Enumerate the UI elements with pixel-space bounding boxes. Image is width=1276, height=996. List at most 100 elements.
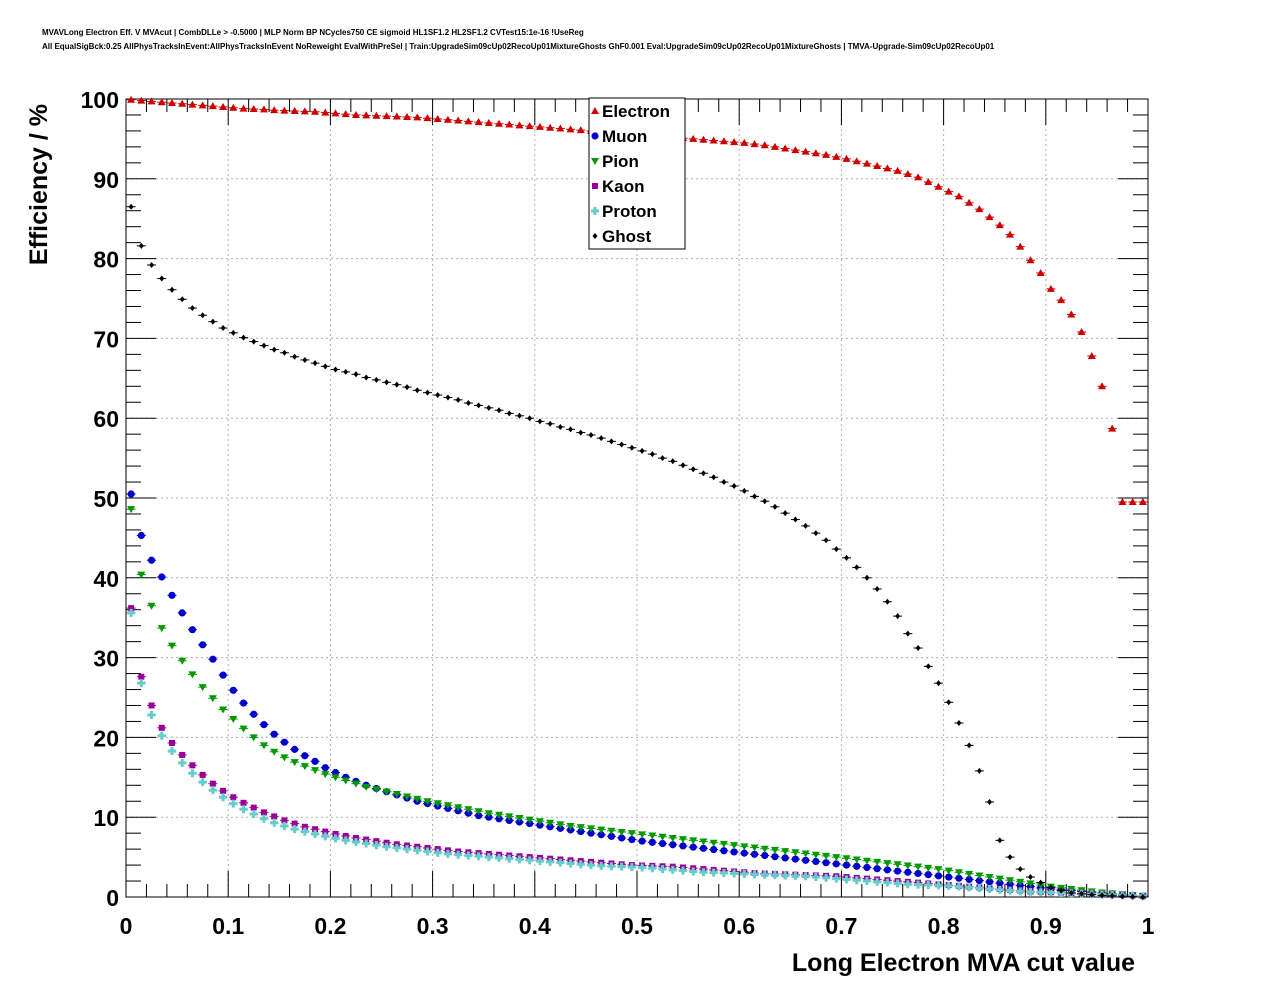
y-axis-title: Efficiency / % [25, 104, 53, 265]
x-tick-label: 0.6 [723, 913, 755, 939]
data-point [648, 864, 657, 873]
data-point [259, 814, 268, 823]
data-point [188, 626, 197, 634]
data-point [1026, 880, 1035, 888]
data-point [689, 843, 697, 851]
data-point [709, 868, 718, 877]
data-point [271, 346, 277, 353]
data-point [495, 811, 504, 819]
data-point [423, 847, 432, 856]
data-point [547, 420, 553, 427]
data-point [792, 516, 798, 523]
data-point [445, 394, 451, 401]
data-point [484, 853, 493, 862]
data-point [372, 841, 381, 850]
data-point [280, 106, 289, 114]
data-point [1046, 284, 1055, 292]
data-point [721, 479, 727, 486]
data-point [433, 800, 442, 808]
data-point [639, 447, 645, 454]
data-point [546, 857, 555, 866]
data-point [1058, 887, 1064, 894]
legend: Electron Muon Pion Kaon Proton Ghost [588, 97, 686, 250]
data-point [157, 98, 166, 106]
legend-label-proton: Proton [602, 202, 657, 221]
data-point [362, 111, 371, 119]
data-point [219, 102, 228, 110]
data-point [484, 118, 493, 126]
data-point [965, 875, 973, 884]
tick-labels: 0 0.1 0.2 0.3 0.4 0.5 0.6 0.7 0.8 0.9 101020304050… [81, 87, 1155, 939]
data-point [147, 711, 156, 720]
data-point [229, 716, 238, 724]
data-point [944, 881, 953, 890]
data-point [914, 863, 923, 871]
data-point [249, 104, 258, 112]
data-point [822, 859, 830, 867]
data-point [280, 821, 289, 830]
data-point [925, 663, 931, 670]
data-point [801, 872, 810, 881]
data-point [781, 854, 789, 862]
data-point [270, 730, 278, 738]
data-point [668, 865, 677, 874]
data-point [946, 699, 952, 706]
data-point [578, 429, 584, 436]
y-tick-label: 20 [93, 725, 119, 751]
data-point [333, 366, 339, 373]
data-point [781, 144, 790, 152]
data-point [680, 462, 686, 469]
legend-label-muon: Muon [602, 127, 647, 146]
legend-label-pion: Pion [602, 152, 639, 171]
data-point [516, 412, 522, 419]
data-point [863, 863, 871, 872]
data-point [844, 554, 850, 561]
data-point [770, 871, 779, 880]
data-point [689, 134, 698, 142]
data-point [720, 847, 728, 855]
data-point [311, 107, 320, 115]
data-point [239, 805, 248, 814]
data-point [627, 830, 636, 838]
data-point [159, 275, 165, 282]
data-point [271, 813, 278, 820]
data-point [1089, 891, 1095, 898]
data-point [1016, 242, 1025, 250]
data-point [1036, 268, 1045, 276]
data-point [618, 834, 626, 842]
data-point [292, 353, 298, 360]
data-point [862, 159, 871, 167]
data-point [669, 841, 677, 849]
data-point [668, 834, 677, 842]
data-point [241, 334, 247, 341]
data-point [382, 842, 391, 851]
data-point [760, 845, 769, 853]
data-point [1016, 878, 1025, 886]
chart-title-line-2: All EqualSigBck:0.25 AllPhysTracksInEven… [42, 42, 995, 51]
series-proton [126, 608, 1148, 901]
data-point [760, 141, 769, 149]
data-point [382, 112, 391, 120]
data-point [198, 778, 207, 787]
data-point [270, 106, 279, 114]
data-point [597, 831, 605, 839]
data-point [137, 96, 146, 104]
data-point [822, 150, 831, 158]
data-point [566, 125, 575, 133]
data-point [474, 812, 483, 820]
data-point [822, 852, 831, 860]
data-point [1130, 893, 1136, 900]
data-point [914, 869, 922, 878]
data-point [801, 850, 810, 858]
data-point [311, 757, 319, 765]
data-point [527, 415, 533, 422]
series-electron [126, 95, 1148, 505]
data-point [1098, 382, 1107, 390]
data-point [249, 810, 258, 819]
data-point [832, 874, 841, 883]
data-point [638, 863, 647, 872]
data-point [281, 349, 287, 356]
data-point [505, 854, 514, 863]
data-point [157, 625, 166, 633]
data-point [566, 822, 575, 830]
